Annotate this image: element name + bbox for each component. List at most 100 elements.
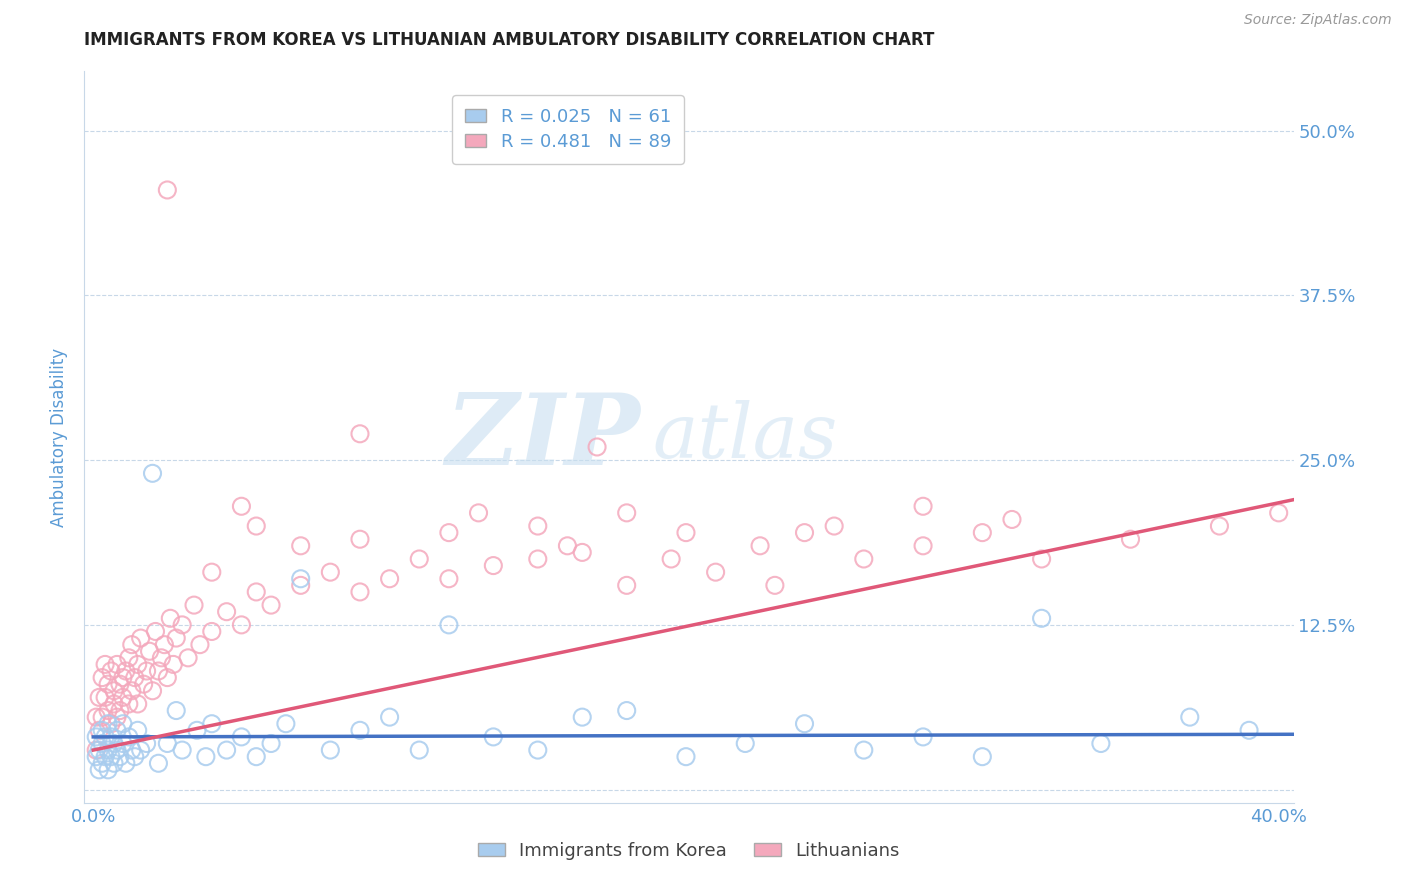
- Point: [118, 697, 141, 711]
- Point: [245, 519, 267, 533]
- Point: [135, 664, 157, 678]
- Point: [749, 539, 772, 553]
- Point: [132, 677, 155, 691]
- Point: [89, 690, 111, 705]
- Point: [94, 657, 117, 672]
- Point: [103, 737, 125, 751]
- Point: [105, 723, 128, 738]
- Point: [852, 743, 875, 757]
- Point: [91, 723, 114, 738]
- Point: [159, 611, 181, 625]
- Point: [437, 525, 460, 540]
- Point: [912, 539, 935, 553]
- Point: [84, 730, 107, 744]
- Point: [89, 743, 111, 757]
- Point: [215, 605, 238, 619]
- Point: [793, 716, 815, 731]
- Point: [156, 183, 179, 197]
- Point: [201, 716, 224, 731]
- Point: [527, 743, 550, 757]
- Point: [616, 704, 638, 718]
- Point: [124, 671, 146, 685]
- Point: [148, 756, 170, 771]
- Point: [97, 704, 120, 718]
- Point: [1031, 611, 1053, 625]
- Point: [231, 618, 253, 632]
- Point: [84, 710, 107, 724]
- Point: [319, 743, 342, 757]
- Point: [260, 737, 283, 751]
- Point: [482, 730, 505, 744]
- Point: [1119, 533, 1142, 547]
- Point: [150, 650, 173, 665]
- Point: [103, 697, 125, 711]
- Point: [823, 519, 845, 533]
- Point: [105, 743, 128, 757]
- Point: [97, 763, 120, 777]
- Point: [290, 539, 312, 553]
- Point: [467, 506, 489, 520]
- Point: [91, 671, 114, 685]
- Point: [194, 749, 217, 764]
- Point: [111, 737, 134, 751]
- Point: [89, 763, 111, 777]
- Point: [408, 552, 430, 566]
- Point: [912, 500, 935, 514]
- Point: [118, 650, 141, 665]
- Point: [97, 677, 120, 691]
- Point: [108, 677, 131, 691]
- Point: [103, 683, 125, 698]
- Point: [349, 533, 371, 547]
- Point: [972, 749, 994, 764]
- Point: [84, 743, 107, 757]
- Point: [231, 730, 253, 744]
- Text: ZIP: ZIP: [446, 389, 641, 485]
- Legend: Immigrants from Korea, Lithuanians: Immigrants from Korea, Lithuanians: [471, 835, 907, 867]
- Point: [734, 737, 756, 751]
- Point: [571, 710, 593, 724]
- Point: [557, 539, 579, 553]
- Point: [201, 565, 224, 579]
- Point: [100, 716, 122, 731]
- Point: [527, 552, 550, 566]
- Point: [437, 618, 460, 632]
- Point: [215, 743, 238, 757]
- Point: [616, 506, 638, 520]
- Point: [100, 730, 122, 744]
- Point: [527, 519, 550, 533]
- Point: [103, 756, 125, 771]
- Point: [1031, 552, 1053, 566]
- Point: [274, 716, 297, 731]
- Point: [165, 704, 187, 718]
- Point: [108, 749, 131, 764]
- Point: [260, 598, 283, 612]
- Point: [616, 578, 638, 592]
- Point: [84, 749, 107, 764]
- Point: [852, 552, 875, 566]
- Point: [1001, 512, 1024, 526]
- Point: [100, 664, 122, 678]
- Point: [138, 644, 160, 658]
- Point: [183, 598, 205, 612]
- Point: [124, 749, 146, 764]
- Point: [482, 558, 505, 573]
- Point: [408, 743, 430, 757]
- Point: [148, 664, 170, 678]
- Point: [100, 749, 122, 764]
- Point: [188, 638, 211, 652]
- Point: [108, 704, 131, 718]
- Point: [115, 756, 138, 771]
- Point: [912, 730, 935, 744]
- Text: IMMIGRANTS FROM KOREA VS LITHUANIAN AMBULATORY DISABILITY CORRELATION CHART: IMMIGRANTS FROM KOREA VS LITHUANIAN AMBU…: [84, 31, 935, 49]
- Point: [1090, 737, 1112, 751]
- Point: [201, 624, 224, 639]
- Point: [121, 683, 143, 698]
- Point: [186, 723, 208, 738]
- Point: [89, 723, 111, 738]
- Point: [162, 657, 184, 672]
- Point: [111, 716, 134, 731]
- Point: [91, 737, 114, 751]
- Point: [378, 710, 401, 724]
- Point: [1267, 506, 1289, 520]
- Point: [118, 730, 141, 744]
